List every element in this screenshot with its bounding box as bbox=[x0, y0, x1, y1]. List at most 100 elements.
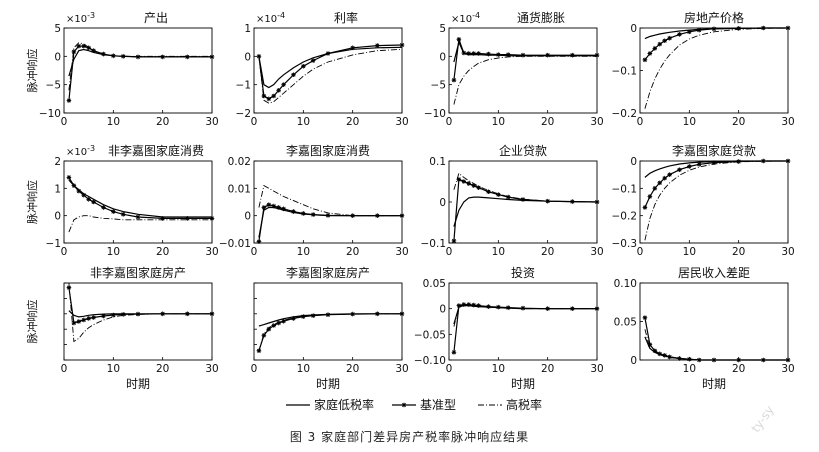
data-point-marker bbox=[520, 305, 526, 311]
data-point-marker bbox=[66, 175, 72, 180]
series-line-高税率 bbox=[644, 27, 789, 109]
data-point-marker bbox=[209, 311, 215, 317]
series-line-高税率 bbox=[453, 172, 598, 203]
data-point-marker bbox=[486, 51, 491, 57]
y-tick-label: −0.01 bbox=[219, 238, 251, 250]
x-axis-label: 时期 bbox=[316, 377, 340, 391]
data-point-marker bbox=[160, 216, 165, 221]
x-tick-label: 30 bbox=[205, 116, 218, 128]
data-point-marker bbox=[662, 175, 667, 181]
series-line-家庭低税率 bbox=[258, 206, 402, 238]
panel-title: 房地产价格 bbox=[684, 10, 744, 25]
x-axis-label: 时期 bbox=[702, 377, 726, 391]
data-point-marker bbox=[101, 313, 106, 319]
data-point-marker bbox=[291, 316, 296, 321]
series-line-基准型 bbox=[644, 160, 788, 208]
plot-frame bbox=[639, 282, 789, 361]
data-point-marker bbox=[276, 88, 281, 93]
series-line-家庭低税率 bbox=[68, 48, 212, 77]
data-point-marker bbox=[662, 38, 667, 44]
y-tick-label: −0.05 bbox=[414, 329, 446, 341]
series-line-高税率 bbox=[68, 282, 212, 343]
series-line-高税率 bbox=[68, 42, 212, 91]
data-point-marker bbox=[496, 192, 501, 197]
y-axis-label: 脉冲响应 bbox=[25, 180, 39, 224]
y-tick-label: 0 bbox=[244, 51, 251, 63]
x-tick-label: 10 bbox=[297, 246, 310, 258]
data-point-marker bbox=[185, 216, 190, 221]
data-point-marker bbox=[350, 45, 355, 51]
x-tick-label: 30 bbox=[781, 116, 794, 128]
y-tick-label: 0 bbox=[439, 197, 446, 209]
x-tick-label: 10 bbox=[683, 246, 696, 258]
y-tick-label: −1 bbox=[46, 238, 61, 250]
y-axis-label: 脉冲响应 bbox=[25, 300, 39, 344]
y-axis-label: 脉冲响应 bbox=[25, 49, 39, 93]
x-tick-label: 0 bbox=[61, 116, 68, 128]
x-tick-label: 0 bbox=[637, 116, 644, 128]
data-point-marker bbox=[261, 93, 267, 99]
data-point-marker bbox=[86, 45, 91, 51]
series-line-基准型 bbox=[453, 178, 598, 241]
panel-title: 李嘉图家庭贷款 bbox=[672, 143, 756, 158]
y-tick-label: −0.1 bbox=[421, 238, 447, 250]
data-point-marker bbox=[86, 316, 91, 321]
panel-title: 李嘉图家庭消费 bbox=[286, 143, 370, 158]
y-tick-label: 0 bbox=[630, 23, 637, 35]
data-point-marker bbox=[711, 26, 717, 32]
data-point-marker bbox=[785, 25, 791, 31]
x-tick-label: 20 bbox=[732, 363, 745, 375]
series-line-高税率 bbox=[258, 48, 403, 104]
data-point-marker bbox=[375, 43, 380, 48]
x-tick-label: 10 bbox=[492, 246, 505, 258]
series-line-高税率 bbox=[453, 305, 597, 327]
data-point-marker bbox=[736, 26, 741, 31]
y-tick-label: 0 bbox=[244, 211, 251, 223]
data-point-marker bbox=[325, 312, 331, 318]
data-point-marker bbox=[711, 160, 717, 165]
y-tick-label: 0.10 bbox=[614, 278, 637, 290]
x-tick-label: 30 bbox=[590, 246, 603, 258]
data-point-marker bbox=[120, 212, 126, 217]
x-tick-label: 10 bbox=[107, 363, 120, 375]
data-point-marker bbox=[86, 196, 91, 202]
data-point-marker bbox=[687, 29, 692, 35]
x-tick-label: 0 bbox=[446, 246, 453, 258]
y-tick-label: 2 bbox=[54, 156, 61, 168]
data-point-marker bbox=[266, 326, 272, 332]
data-point-marker bbox=[399, 42, 405, 48]
data-point-marker bbox=[375, 213, 380, 218]
axis-exponent: ×10-3 bbox=[66, 144, 95, 158]
data-point-marker bbox=[476, 185, 481, 190]
y-tick-label: −2 bbox=[236, 108, 251, 120]
data-point-marker bbox=[461, 302, 467, 307]
data-point-marker bbox=[647, 194, 653, 199]
plot-frame bbox=[253, 160, 403, 244]
x-axis-label: 时期 bbox=[511, 377, 535, 391]
data-point-marker bbox=[271, 93, 277, 99]
panel-title: 通货膨胀 bbox=[517, 10, 565, 25]
panel-title: 利率 bbox=[334, 10, 358, 25]
x-tick-label: 0 bbox=[637, 246, 644, 258]
panel-title: 居民收入差距 bbox=[678, 266, 750, 280]
data-point-marker bbox=[466, 51, 472, 56]
data-point-marker bbox=[456, 303, 462, 308]
data-point-marker bbox=[301, 314, 306, 319]
y-tick-label: 5 bbox=[439, 23, 446, 35]
data-point-marker bbox=[505, 194, 511, 200]
data-point-marker bbox=[111, 312, 116, 318]
y-tick-label: 0.05 bbox=[614, 317, 637, 329]
data-point-marker bbox=[657, 180, 663, 186]
x-tick-label: 20 bbox=[541, 116, 554, 128]
data-point-marker bbox=[687, 356, 692, 362]
x-tick-label: 30 bbox=[395, 246, 408, 258]
data-point-marker bbox=[642, 57, 648, 63]
data-point-marker bbox=[785, 158, 791, 164]
y-tick-label: −5 bbox=[46, 80, 61, 92]
x-tick-label: 20 bbox=[156, 116, 169, 128]
y-tick-label: 0 bbox=[439, 51, 446, 63]
data-point-marker bbox=[81, 317, 87, 323]
data-point-marker bbox=[667, 172, 672, 177]
